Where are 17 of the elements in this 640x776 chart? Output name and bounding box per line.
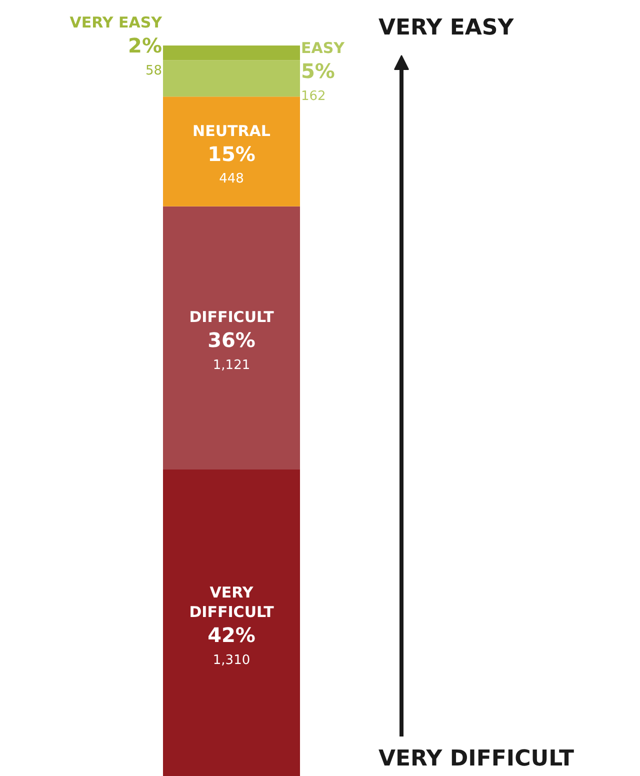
- text: VERY DIFFICULT: [378, 746, 574, 772]
- bar: [163, 206, 300, 470]
- bar: [163, 60, 300, 97]
- data-label: 15% 448: [208, 142, 256, 187]
- series-label: DIFFICULT: [189, 308, 275, 326]
- bar: [163, 46, 300, 60]
- text: VERY EASY: [378, 16, 515, 40]
- data-label: 36% 1,121: [208, 328, 256, 374]
- series-label: NEUTRAL: [192, 122, 271, 140]
- data-label: 42% 1,310: [208, 623, 256, 668]
- series-label: VERY DIFFICULT: [189, 584, 275, 622]
- data-label: 2% 58: [128, 33, 162, 78]
- series-label: EASY: [301, 38, 346, 57]
- bar: [163, 469, 300, 776]
- data-label: 5% 162: [301, 58, 335, 104]
- bar: [163, 96, 300, 206]
- series-label: VERY EASY: [70, 13, 164, 32]
